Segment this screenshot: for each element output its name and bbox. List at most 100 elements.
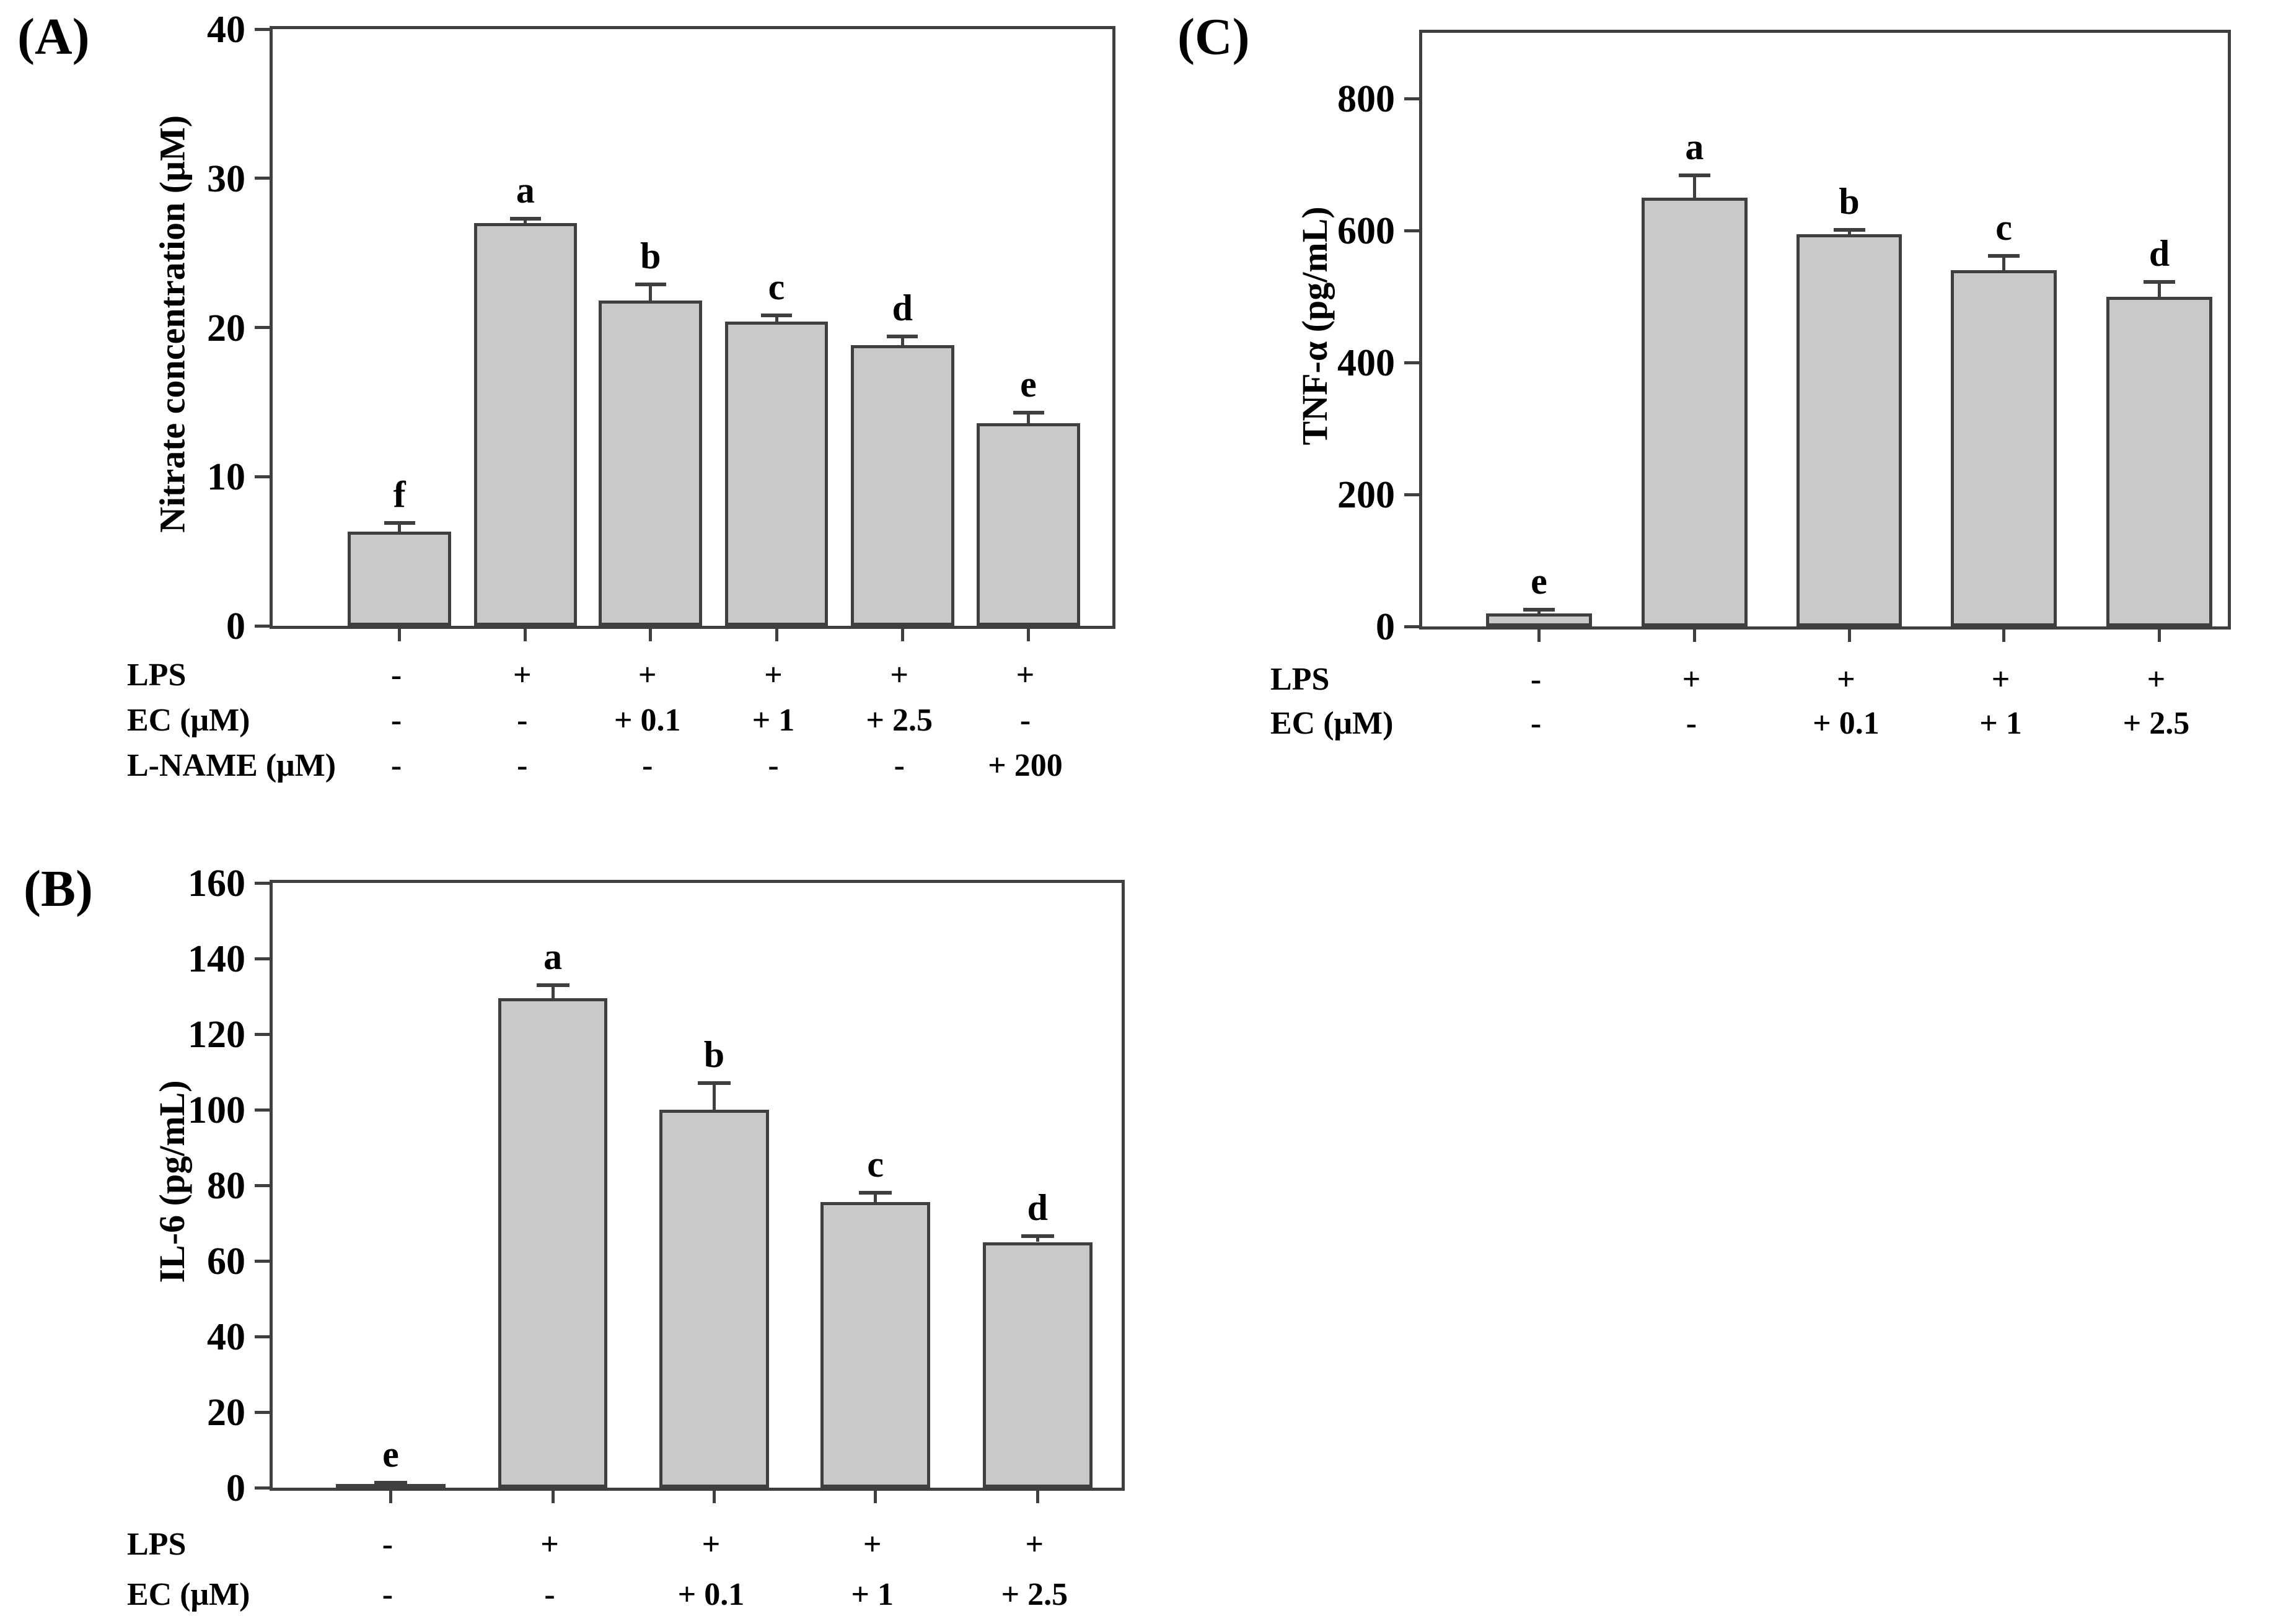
x-tick: [524, 629, 527, 641]
treatment-row-value: -: [517, 748, 528, 783]
x-tick: [398, 629, 402, 641]
y-tick-label: 140: [188, 938, 245, 980]
treatment-row-value: -: [1686, 706, 1697, 741]
bar: [983, 1242, 1093, 1488]
y-tick-label: 160: [188, 862, 245, 905]
error-bar-line: [551, 985, 555, 999]
treatment-row-value: + 1: [752, 703, 795, 738]
treatment-row-value: + 0.1: [613, 703, 681, 738]
x-tick: [1036, 1491, 1039, 1503]
significance-letter: c: [768, 266, 785, 308]
bar: [1486, 613, 1592, 626]
y-tick-label: 20: [207, 307, 245, 349]
treatment-row-value: -: [894, 748, 905, 783]
y-tick-label: 20: [207, 1392, 245, 1434]
treatment-row: EC (μM) - - + 0.1 + 1 + 2.5: [0, 1577, 1146, 1617]
significance-letter: f: [393, 473, 406, 515]
bar: [850, 345, 954, 626]
significance-letter: b: [1839, 181, 1860, 222]
treatment-row-value: +: [638, 657, 657, 693]
bar: [724, 321, 829, 626]
y-tick: [255, 1183, 270, 1187]
treatment-row: LPS - + + + +: [1146, 662, 2278, 701]
bar: [2106, 296, 2212, 626]
y-tick-label: 800: [1337, 78, 1395, 121]
y-tick: [255, 957, 270, 960]
bar: [599, 301, 703, 626]
treatment-row-value: +: [701, 1527, 721, 1562]
treatment-row: LPS - + + + + +: [0, 657, 1146, 697]
y-tick: [255, 1486, 270, 1490]
x-tick: [2002, 630, 2006, 642]
treatment-row-value: +: [1025, 1527, 1044, 1562]
treatment-row-value: + 0.1: [1813, 706, 1880, 741]
y-tick-label: 400: [1337, 342, 1395, 385]
error-bar-cap: [1988, 253, 2020, 258]
error-bar-cap: [761, 314, 792, 318]
error-bar-line: [874, 1193, 877, 1203]
error-bar-line: [1692, 175, 1696, 198]
significance-letter: d: [892, 287, 913, 328]
error-bar-cap: [887, 334, 918, 338]
treatment-row: EC (μM) - - + 0.1 + 1 + 2.5 -: [0, 703, 1146, 742]
treatment-row-value: +: [1837, 662, 1855, 697]
bar: [820, 1202, 931, 1488]
significance-letter: a: [516, 169, 535, 211]
error-bar-cap: [536, 983, 570, 987]
treatment-row: L-NAME (μM) - - - - - + 200: [0, 748, 1146, 788]
x-tick: [874, 1491, 877, 1503]
treatment-row-label: EC (μM): [1270, 706, 1394, 741]
y-tick-label: 10: [207, 456, 245, 499]
bar: [1796, 234, 1902, 626]
treatment-row-value: +: [1991, 662, 2010, 697]
treatment-row-value: -: [1019, 703, 1031, 738]
error-bar-cap: [697, 1081, 731, 1086]
treatment-row-value: + 1: [1979, 706, 2022, 741]
error-bar-line: [1027, 412, 1030, 423]
treatment-row-value: -: [642, 748, 653, 783]
error-bar-cap: [1833, 228, 1865, 232]
y-tick-label: 40: [207, 9, 245, 51]
y-tick: [255, 881, 270, 885]
y-tick: [1404, 361, 1419, 364]
significance-letter: d: [2148, 233, 2170, 274]
y-tick: [255, 1108, 270, 1112]
error-bar-cap: [509, 216, 541, 221]
error-bar-line: [712, 1083, 716, 1110]
treatment-row-value: + 0.1: [677, 1577, 745, 1612]
treatment-row-label: EC (μM): [127, 1577, 250, 1612]
panel-label-a: (A): [17, 8, 90, 66]
error-bar-cap: [1523, 608, 1555, 612]
treatment-row-value: +: [1682, 662, 1701, 697]
panel-label-b: (B): [24, 860, 93, 918]
significance-letter: b: [703, 1034, 725, 1076]
treatment-row-value: +: [2147, 662, 2166, 697]
y-tick: [255, 326, 270, 329]
x-tick: [1537, 630, 1541, 642]
panel-label-c: (C): [1177, 8, 1250, 66]
plot-area: 0 20 40 60 80 100 120 140 160 e a b c d: [188, 864, 1125, 1508]
y-tick: [255, 177, 270, 180]
treatment-row-label: LPS: [1270, 662, 1330, 697]
error-bar-line: [524, 218, 527, 223]
treatment-row: EC (μM) - - + 0.1 + 1 + 2.5: [1146, 706, 2278, 745]
bar: [348, 532, 451, 626]
error-bar-cap: [859, 1191, 892, 1195]
treatment-row-value: +: [890, 657, 909, 693]
significance-letter: e: [1020, 363, 1037, 405]
error-bar-line: [2002, 255, 2006, 271]
significance-letter: c: [1995, 206, 2012, 248]
significance-letter: d: [1027, 1187, 1049, 1229]
y-tick-label: 600: [1337, 210, 1395, 253]
bar: [977, 423, 1080, 626]
x-tick: [775, 629, 778, 641]
y-tick-label: 200: [1337, 474, 1395, 517]
treatment-row-value: +: [513, 657, 532, 693]
bar: [1642, 198, 1748, 626]
y-tick: [255, 1032, 270, 1036]
x-tick: [712, 1491, 716, 1503]
plot-area: 0 200 400 600 800 e a b c d: [1337, 30, 2231, 646]
y-tick-label: 0: [226, 1467, 245, 1509]
treatment-row-value: -: [382, 1577, 394, 1612]
